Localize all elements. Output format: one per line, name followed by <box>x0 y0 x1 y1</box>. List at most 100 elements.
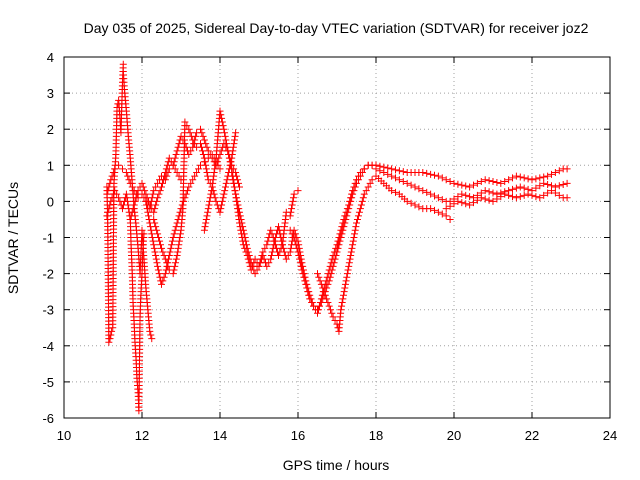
data-point <box>138 179 146 187</box>
data-point <box>327 270 335 278</box>
data-point <box>244 248 252 256</box>
data-point <box>338 302 346 310</box>
data-point <box>395 176 403 184</box>
data-point <box>427 190 435 198</box>
data-point <box>202 161 210 169</box>
data-point <box>158 183 165 191</box>
data-point <box>251 270 259 278</box>
data-point <box>150 208 158 216</box>
data-point <box>485 196 493 204</box>
data-point <box>346 255 354 263</box>
data-point <box>388 172 396 180</box>
data-point <box>176 234 184 241</box>
data-point <box>315 302 323 310</box>
data-point <box>185 125 193 133</box>
data-point <box>477 178 485 186</box>
data-point <box>221 187 229 195</box>
data-point <box>388 165 396 173</box>
data-point <box>246 255 254 263</box>
data-point <box>217 205 225 213</box>
data-point <box>540 179 548 187</box>
data-point <box>431 206 438 214</box>
data-point <box>200 136 208 144</box>
data-point <box>220 190 228 198</box>
data-point <box>536 174 544 182</box>
data-point <box>172 150 180 158</box>
data-point <box>155 270 163 278</box>
data-point <box>532 175 540 183</box>
data-point <box>299 270 307 278</box>
data-point <box>263 262 271 270</box>
data-point <box>324 280 332 288</box>
data-point <box>154 194 162 202</box>
data-point <box>346 201 354 209</box>
data-point <box>497 193 505 201</box>
data-point <box>217 111 225 119</box>
data-point <box>347 252 355 260</box>
data-point <box>146 327 154 335</box>
data-point <box>169 161 177 169</box>
data-point <box>342 215 350 223</box>
data-point <box>342 277 350 285</box>
data-point <box>216 107 224 115</box>
data-point <box>157 241 165 249</box>
data-point <box>536 182 544 190</box>
data-point <box>140 230 148 238</box>
data-point <box>348 194 356 202</box>
data-point <box>219 194 227 202</box>
y-tick-label: 1 <box>47 158 54 173</box>
data-point <box>199 150 207 158</box>
data-point <box>174 248 182 256</box>
data-point <box>512 172 520 180</box>
data-point <box>123 194 131 202</box>
data-point <box>505 191 513 199</box>
data-point <box>163 259 171 267</box>
data-point <box>253 266 261 274</box>
data-point <box>159 176 167 184</box>
y-tick-label: -6 <box>42 411 54 426</box>
data-point <box>204 205 212 213</box>
data-point <box>166 248 174 256</box>
data-point <box>202 165 210 173</box>
data-point <box>230 183 238 191</box>
data-point <box>282 255 290 263</box>
data-point <box>231 132 239 140</box>
data-point <box>158 179 166 187</box>
data-point <box>171 154 179 162</box>
data-point <box>520 174 528 182</box>
y-tick-label: 2 <box>47 122 54 137</box>
data-point <box>152 223 160 231</box>
data-point <box>434 208 442 216</box>
data-point <box>108 327 116 335</box>
data-point <box>191 140 199 148</box>
data-point <box>161 169 169 177</box>
data-point <box>106 335 114 343</box>
data-point <box>548 170 555 178</box>
data-point <box>296 255 304 263</box>
data-point <box>376 162 384 170</box>
data-point <box>325 302 333 310</box>
data-point <box>303 284 311 292</box>
data-point <box>160 172 168 180</box>
data-point <box>223 140 230 148</box>
data-point <box>189 176 197 184</box>
data-point <box>458 190 466 198</box>
data-point <box>343 270 351 278</box>
y-tick-label: 0 <box>47 194 54 209</box>
data-point <box>174 244 182 252</box>
data-point <box>201 158 209 166</box>
data-point <box>198 147 206 155</box>
data-point <box>372 161 380 169</box>
data-point <box>351 183 359 191</box>
data-point <box>150 241 158 249</box>
data-point <box>167 244 175 252</box>
data-point <box>489 189 497 197</box>
data-point <box>203 212 211 220</box>
data-point <box>532 184 540 192</box>
data-point <box>278 241 286 249</box>
data-point <box>152 255 160 263</box>
data-point <box>222 179 230 187</box>
data-point <box>119 165 126 173</box>
data-point <box>153 259 161 267</box>
